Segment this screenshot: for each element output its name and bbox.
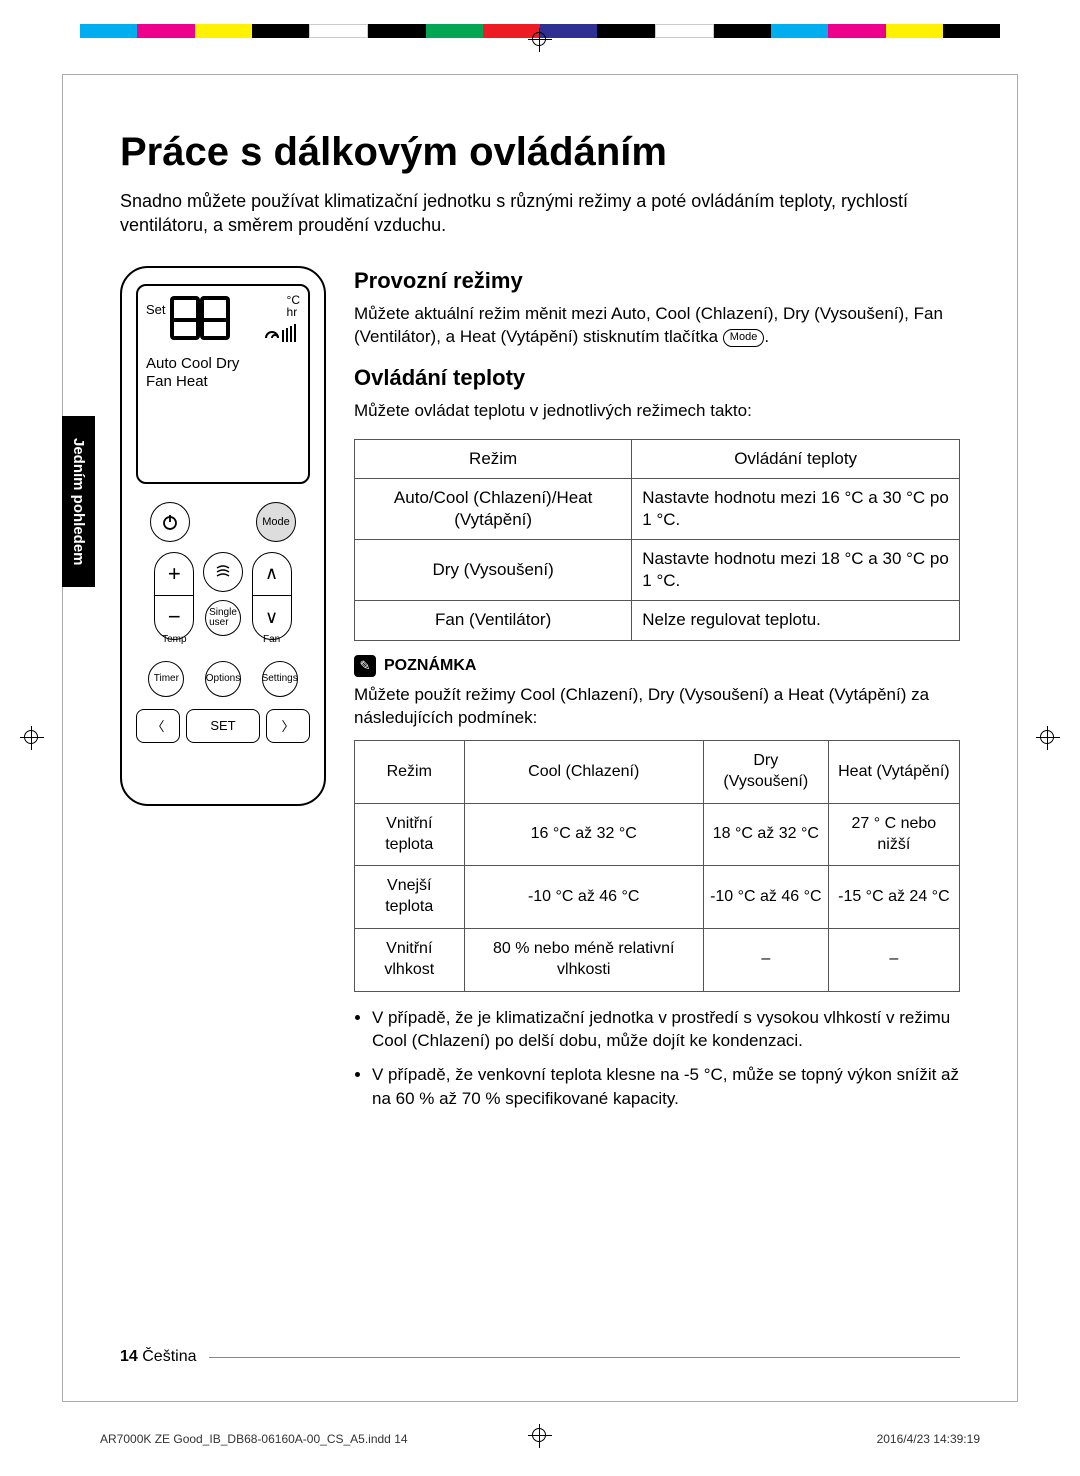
print-date: 2016/4/23 14:39:19 [877, 1432, 980, 1446]
mode-button-inline: Mode [723, 329, 765, 347]
page-footer: 14 Čeština [120, 1348, 960, 1366]
section1-text-a: Můžete aktuální režim měnit mezi Auto, C… [354, 304, 943, 347]
t1-r0c0: Auto/Cool (Chlazení)/Heat (Vytápění) [355, 479, 632, 540]
temp-up: + [155, 553, 193, 597]
note-label: POZNÁMKA [384, 657, 476, 675]
t1-h1: Ovládání teploty [632, 439, 960, 478]
section2-heading: Ovládání teploty [354, 365, 960, 391]
bullet-0: V případě, že je klimatizační jednotka v… [372, 1006, 960, 1054]
fan-icon [260, 322, 300, 346]
set-button: SET [186, 709, 260, 743]
fan-down: ∨ [253, 596, 291, 639]
swing-button [203, 552, 243, 592]
fan-up: ∧ [253, 553, 291, 597]
note-bullets: V případě, že je klimatizační jednotka v… [354, 1006, 960, 1111]
t2-r0c2: 18 °C až 32 °C [703, 803, 828, 866]
t2-h1: Cool (Chlazení) [464, 741, 703, 804]
t1-r2c0: Fan (Ventilátor) [355, 601, 632, 640]
t1-r2c1: Nelze regulovat teplotu. [632, 601, 960, 640]
right-arrow-button: 〉 [266, 709, 310, 743]
page-title: Práce s dálkovým ovládáním [120, 130, 960, 175]
registration-mark-left [20, 726, 44, 750]
remote-screen: Set °Chr Auto [136, 284, 310, 484]
conditions-table: Režim Cool (Chlazení) Dry (Vysoušení) He… [354, 740, 960, 991]
screen-units: °Chr [287, 294, 300, 318]
temp-control-table: Režim Ovládání teploty Auto/Cool (Chlaze… [354, 439, 960, 641]
power-button [150, 502, 190, 542]
t2-r2c0: Vnitřní vlhkost [355, 928, 465, 991]
t2-h2: Dry (Vysoušení) [703, 741, 828, 804]
left-arrow-button: 〈 [136, 709, 180, 743]
t2-r2c2: – [703, 928, 828, 991]
t2-r0c0: Vnitřní teplota [355, 803, 465, 866]
temp-down: − [155, 596, 193, 639]
settings-button: Settings [262, 661, 298, 697]
mode-button: Mode [256, 502, 296, 542]
section2-text: Můžete ovládat teplotu v jednotlivých re… [354, 399, 960, 423]
screen-set-label: Set [146, 302, 166, 317]
t1-r0c1: Nastavte hodnotu mezi 16 °C a 30 °C po 1… [632, 479, 960, 540]
registration-mark-right [1036, 726, 1060, 750]
t2-r0c1: 16 °C až 32 °C [464, 803, 703, 866]
t2-h0: Režim [355, 741, 465, 804]
fan-buttons: ∧ ∨ [252, 552, 292, 640]
modes-line2: Fan Heat [146, 373, 300, 391]
t2-r1c0: Vnejší teplota [355, 866, 465, 929]
t1-h0: Režim [355, 439, 632, 478]
temp-buttons: + − [154, 552, 194, 640]
print-file: AR7000K ZE Good_IB_DB68-06160A-00_CS_A5.… [100, 1432, 408, 1446]
timer-button: Timer [148, 661, 184, 697]
single-user-button: Singleuser [205, 600, 241, 636]
section1-heading: Provozní režimy [354, 268, 960, 294]
side-tab: Jedním pohledem [62, 416, 95, 588]
t1-r1c0: Dry (Vysoušení) [355, 540, 632, 601]
remote-diagram: Set °Chr Auto [120, 266, 326, 806]
section1-text: Můžete aktuální režim měnit mezi Auto, C… [354, 302, 960, 350]
page-number: 14 [120, 1348, 138, 1366]
registration-mark-top [528, 28, 552, 52]
screen-modes: Auto Cool Dry Fan Heat [146, 355, 300, 391]
intro-text: Snadno můžete používat klimatizační jedn… [120, 189, 960, 238]
t2-r1c2: -10 °C až 46 °C [703, 866, 828, 929]
section1-text-b: . [764, 327, 769, 346]
screen-digits [170, 296, 230, 348]
t2-h3: Heat (Vytápění) [828, 741, 959, 804]
t2-r1c1: -10 °C až 46 °C [464, 866, 703, 929]
options-button: Options [205, 661, 241, 697]
note-text: Můžete použít režimy Cool (Chlazení), Dr… [354, 683, 960, 731]
t2-r0c3: 27 ° C nebo nižší [828, 803, 959, 866]
page-lang: Čeština [142, 1348, 196, 1366]
t2-r1c3: -15 °C až 24 °C [828, 866, 959, 929]
bullet-1: V případě, že venkovní teplota klesne na… [372, 1063, 960, 1111]
t1-r1c1: Nastavte hodnotu mezi 18 °C a 30 °C po 1… [632, 540, 960, 601]
note-icon: ✎ [354, 655, 376, 677]
t2-r2c1: 80 % nebo méně relativní vlhkosti [464, 928, 703, 991]
t2-r2c3: – [828, 928, 959, 991]
print-footer: AR7000K ZE Good_IB_DB68-06160A-00_CS_A5.… [100, 1432, 980, 1446]
modes-line1: Auto Cool Dry [146, 355, 300, 373]
